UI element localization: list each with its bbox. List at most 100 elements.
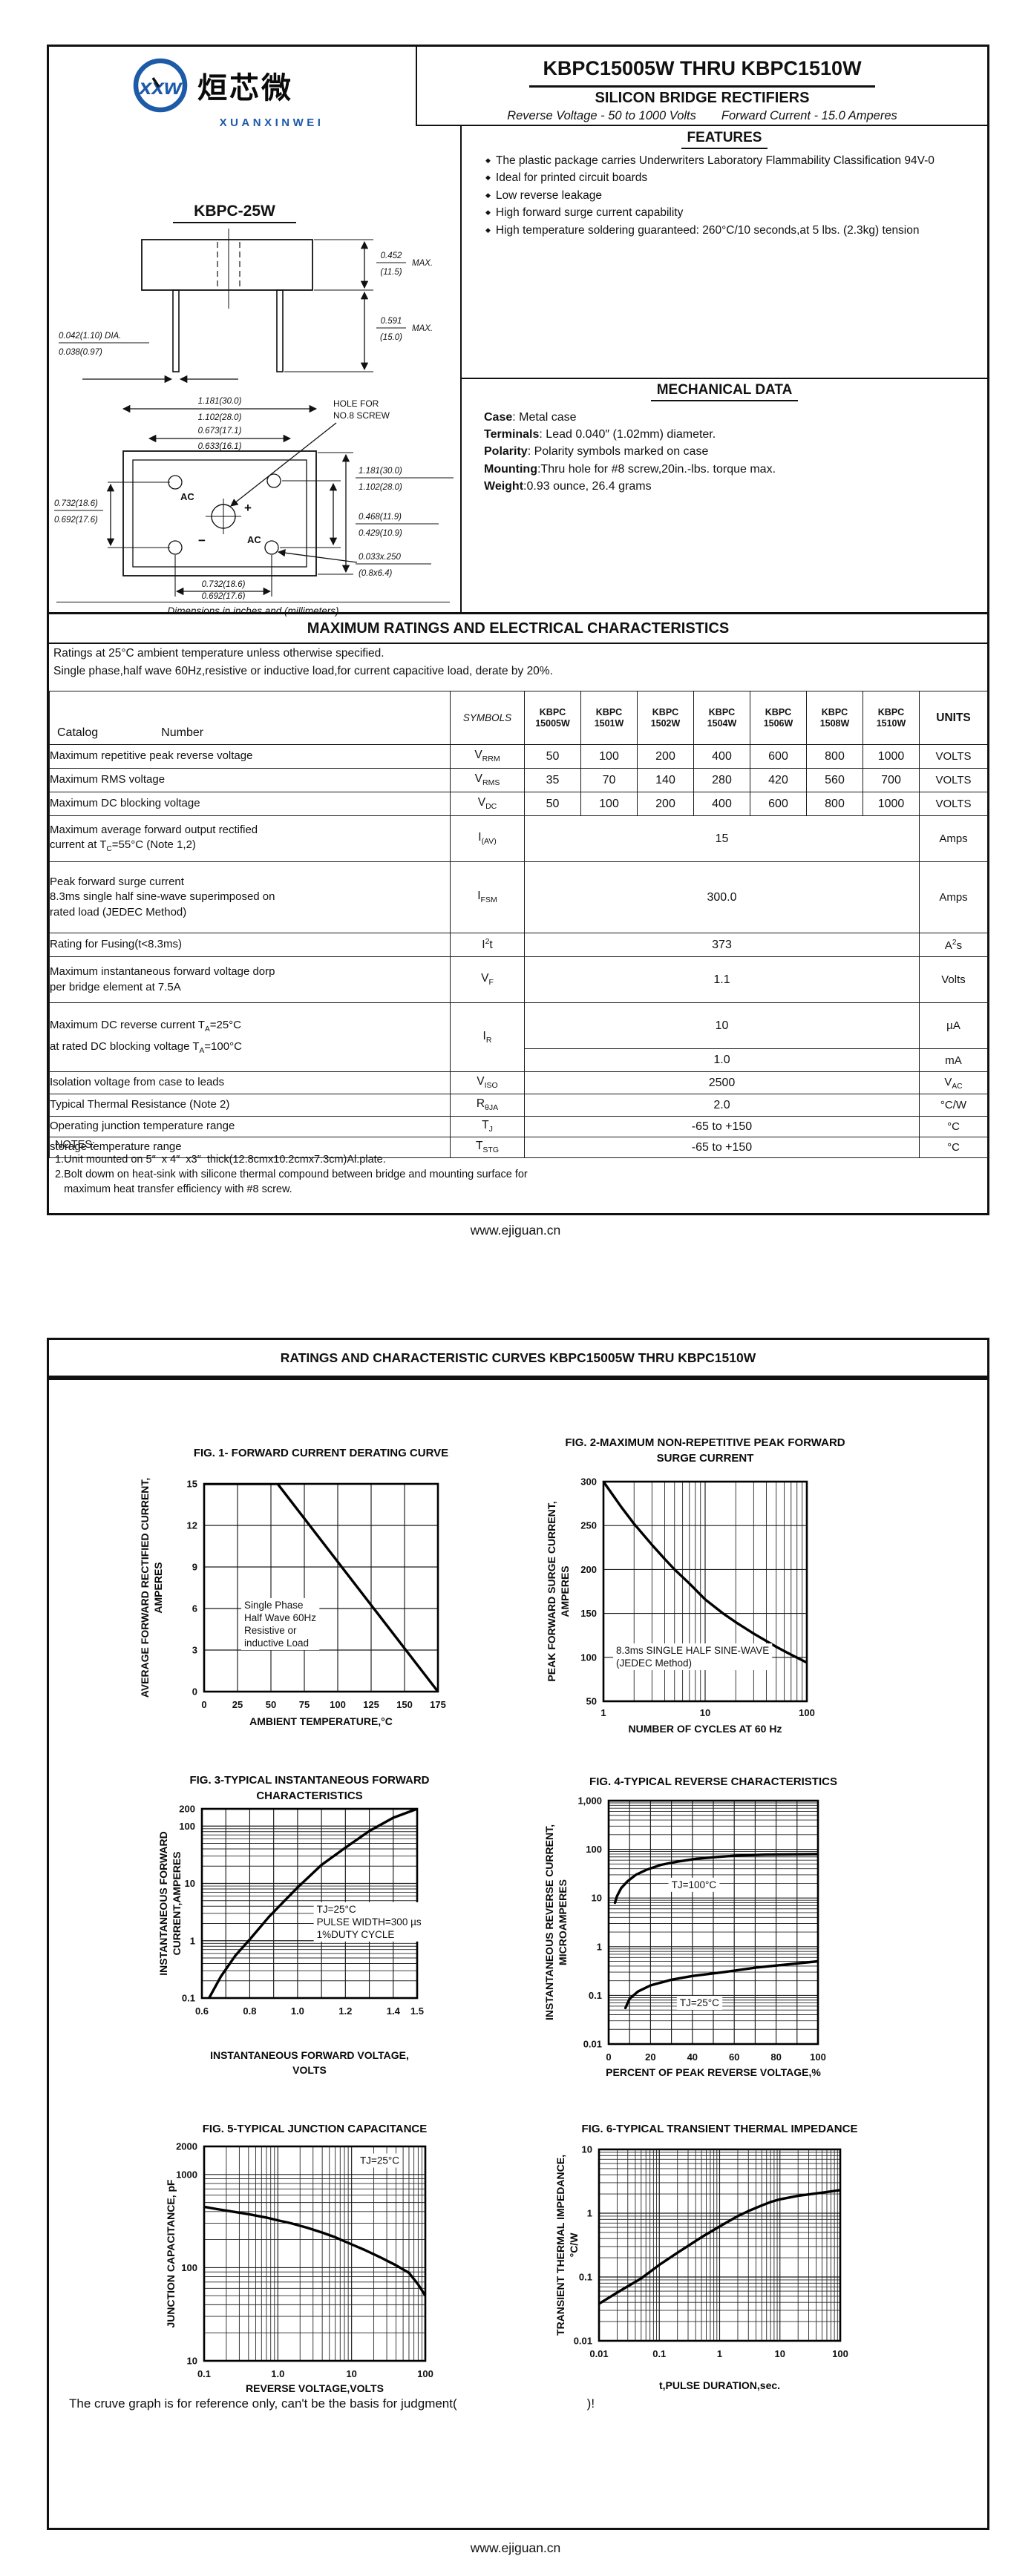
y-tick-label: 2000 <box>176 2141 197 2152</box>
svg-text:NO.8 SCREW: NO.8 SCREW <box>333 410 390 421</box>
svg-text:0.692(17.6): 0.692(17.6) <box>202 592 246 599</box>
notes-section: NOTES: 1.Unit mounted on 5″ x 4″ x3″ thic… <box>55 1137 975 1197</box>
company-logo: xxw 烜芯微 XUANXINWEI <box>131 56 413 129</box>
cell-unit: A2s <box>919 933 988 957</box>
page-2: RATINGS AND CHARACTERISTIC CURVES KBPC15… <box>47 1338 989 2530</box>
x-tick-label: 100 <box>799 1707 815 1718</box>
svg-text:1.102(28.0): 1.102(28.0) <box>198 413 242 422</box>
cell-symbol: TJ <box>450 1116 525 1137</box>
svg-text:0.042(1.10) DIA.: 0.042(1.10) DIA. <box>59 332 121 341</box>
curve-TJ=25°C <box>623 1959 818 2010</box>
cell-symbol: RθJA <box>450 1094 525 1117</box>
chart-fig6: 0.01 0.1 1 10 100 0.01 0.1 1 10 FIG. 6-TYPICAL TR… <box>554 2123 858 2391</box>
cell-value: -65 to +150 <box>524 1116 920 1137</box>
table-row: Isolation voltage from case to leads VISO… <box>49 1071 988 1094</box>
svg-text:0.692(17.6): 0.692(17.6) <box>54 516 98 525</box>
cell-value: 400 <box>693 744 750 769</box>
y-tick-label: 10 <box>187 2356 197 2367</box>
y-tick-label: 10 <box>592 1893 602 1904</box>
x-axis-label: REVERSE VOLTAGE,VOLTS <box>246 2382 384 2394</box>
cell-unit: VAC <box>919 1071 988 1094</box>
cell-parameter: Maximum RMS voltage <box>49 768 451 792</box>
x-tick-label: 1.0 <box>271 2368 284 2379</box>
cell-value: 373 <box>524 933 920 957</box>
x-axis-label: INSTANTANEOUS FORWARD VOLTAGE, <box>210 2049 409 2061</box>
y-axis-label: MICROAMPERES <box>557 1879 569 1965</box>
x-axis-label: AMBIENT TEMPERATURE,°C <box>249 1715 393 1727</box>
logo-english-name: XUANXINWEI <box>219 116 324 129</box>
y-tick-label: 0.01 <box>574 2336 592 2347</box>
header-divider <box>416 47 417 125</box>
x-tick-label: 0 <box>606 2051 611 2063</box>
figure-5-junction-capacitance: 0.1 1.0 10 100 10 100 1000 2000 FIG. 5-TYPICAL J… <box>63 2120 482 2432</box>
features-section: FEATURES The plastic package carries Und… <box>465 130 984 240</box>
x-axis-label: VOLTS <box>292 2064 327 2076</box>
y-tick-label: 0.01 <box>583 2039 602 2050</box>
curve-instantaneous forward current vs voltage <box>208 1809 417 1998</box>
cell-value: 140 <box>637 768 694 792</box>
feature-item: High temperature soldering guaranteed: 2… <box>485 223 977 238</box>
cell-parameter: storage temperature range <box>49 1137 451 1158</box>
x-tick-label: 0.8 <box>243 2005 256 2017</box>
header-part-1506w: KBPC 1506W <box>750 691 807 745</box>
features-heading: FEATURES <box>465 130 984 149</box>
cell-symbol: IFSM <box>450 861 525 933</box>
x-tick-label: 10 <box>346 2368 356 2379</box>
tagline-reverse-voltage: Reverse Voltage - 50 to 1000 Volts <box>507 109 696 122</box>
cell-unit: Amps <box>919 861 988 933</box>
cell-parameter: Isolation voltage from case to leads <box>49 1071 451 1094</box>
chart-series-group <box>204 2205 425 2297</box>
cell-value: 1000 <box>863 744 920 769</box>
figure-6-transient-thermal-impedance: 0.01 0.1 1 10 100 0.01 0.1 1 10 FIG. 6-TYPICAL TR… <box>520 2120 987 2432</box>
svg-text:1.181(30.0): 1.181(30.0) <box>198 397 242 406</box>
chart-annotation: TJ=25°C PULSE WIDTH=300 µs 1%DUTY CYCLE <box>317 1904 422 1940</box>
y-tick-label: 1,000 <box>577 1795 602 1807</box>
cell-value: 280 <box>693 768 750 792</box>
x-tick-label: 1.5 <box>410 2005 424 2017</box>
svg-text:0.591: 0.591 <box>381 317 402 326</box>
cell-value: 2500 <box>524 1071 920 1094</box>
y-tick-label: 200 <box>580 1564 597 1575</box>
chart-title: FIG. 6-TYPICAL TRANSIENT THERMAL IMPEDAN… <box>582 2123 858 2135</box>
x-tick-label: 50 <box>266 1699 276 1710</box>
y-tick-label: 9 <box>192 1562 197 1573</box>
cell-unit: °C/W <box>919 1094 988 1117</box>
cell-unit: VOLTS <box>919 768 988 792</box>
y-tick-label: 50 <box>586 1696 597 1707</box>
chart-title: CHARACTERISTICS <box>256 1790 362 1802</box>
cell-value: 800 <box>806 744 863 769</box>
y-tick-label: 0.1 <box>579 2272 592 2283</box>
doc-subtitle: SILICON BRIDGE RECTIFIERS <box>595 90 810 106</box>
y-tick-label: 0 <box>192 1686 197 1698</box>
chart-title: FIG. 2-MAXIMUM NON-REPETITIVE PEAK FORWA… <box>565 1436 845 1449</box>
table-row: Maximum average forward output rectified… <box>49 815 988 862</box>
cell-symbol: VRMS <box>450 768 525 792</box>
curves-disclaimer: The cruve graph is for reference only, c… <box>69 2396 595 2411</box>
x-tick-label: 100 <box>810 2051 826 2063</box>
x-tick-label: 80 <box>770 2051 781 2063</box>
tagline-forward-current: Forward Current - 15.0 Amperes <box>721 109 897 122</box>
svg-text:0.673(17.1): 0.673(17.1) <box>198 427 242 436</box>
x-tick-label: 175 <box>430 1699 446 1710</box>
table-row: Maximum instantaneous forward voltage do… <box>49 956 988 1003</box>
footer-url-page2: www.ejiguan.cn <box>470 2540 561 2555</box>
mechanical-rows: Case: Metal case Terminals: Lead 0.040″ (… <box>465 406 984 495</box>
ratings-conditions: Ratings at 25°C ambient temperature unle… <box>53 645 981 680</box>
y-axis-label: JUNCTION CAPACITANCE, pF <box>165 2179 177 2328</box>
figure-3-instantaneous-forward-characteristics: 0.6 0.8 1.0 1.2 1.4 1.5 0.1 1 10 100 200 FIG. 3-TYP… <box>63 1773 482 2092</box>
cell-value: 600 <box>750 792 807 816</box>
cell-value: 1.1 <box>524 956 920 1003</box>
cell-unit: µA <box>919 1002 988 1049</box>
x-tick-label: 1.2 <box>338 2005 352 2017</box>
cell-value: 400 <box>693 792 750 816</box>
cell-parameter: Rating for Fusing(t<8.3ms) <box>49 933 451 957</box>
x-tick-label: 0 <box>201 1699 206 1710</box>
feature-item: The plastic package carries Underwriters… <box>485 154 977 168</box>
features-list: The plastic package carries Underwriters… <box>465 154 984 238</box>
y-axis-label: AMPERES <box>152 1562 164 1613</box>
svg-text:1.181(30.0): 1.181(30.0) <box>359 467 402 476</box>
cell-symbol: VF <box>450 956 525 1003</box>
chart-series-group <box>204 1484 438 1692</box>
x-tick-label: 60 <box>729 2051 739 2063</box>
x-tick-label: 25 <box>232 1699 243 1710</box>
